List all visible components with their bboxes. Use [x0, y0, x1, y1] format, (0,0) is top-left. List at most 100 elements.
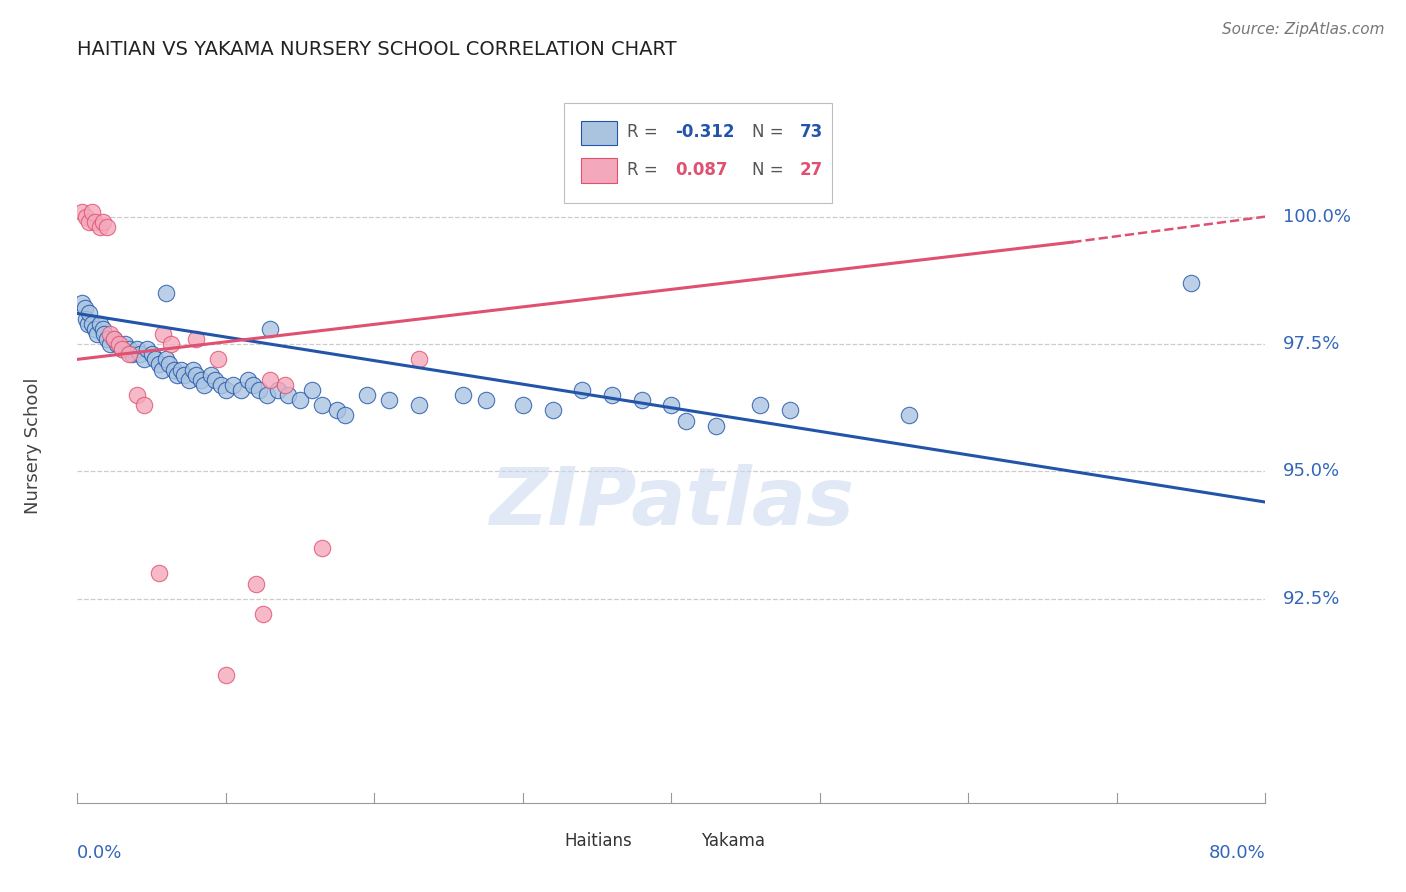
Point — [84, 322, 107, 336]
Text: Haitians: Haitians — [564, 831, 633, 849]
Point — [600, 388, 623, 402]
Point — [143, 352, 166, 367]
Point — [245, 576, 267, 591]
Point — [630, 393, 652, 408]
Point — [247, 383, 270, 397]
Text: 0.0%: 0.0% — [77, 844, 122, 862]
Point — [204, 373, 226, 387]
Text: 97.5%: 97.5% — [1284, 335, 1340, 353]
Point — [118, 347, 141, 361]
Text: Source: ZipAtlas.com: Source: ZipAtlas.com — [1222, 22, 1385, 37]
Point — [148, 566, 170, 581]
Point — [91, 215, 114, 229]
Point — [252, 607, 274, 622]
Point — [118, 342, 141, 356]
Point — [141, 347, 163, 361]
Point — [107, 337, 129, 351]
Point — [453, 388, 475, 402]
Text: -0.312: -0.312 — [675, 123, 734, 141]
Point — [77, 306, 100, 320]
Text: 27: 27 — [800, 161, 823, 178]
Point — [134, 398, 156, 412]
Point — [274, 377, 297, 392]
Point — [148, 358, 170, 372]
Text: 95.0%: 95.0% — [1284, 462, 1340, 481]
Point — [170, 362, 193, 376]
Point — [86, 326, 108, 341]
FancyBboxPatch shape — [581, 120, 617, 145]
Text: 0.087: 0.087 — [675, 161, 727, 178]
Point — [136, 342, 159, 356]
Point — [91, 322, 114, 336]
Point — [267, 383, 290, 397]
Point — [82, 317, 104, 331]
Point — [134, 352, 156, 367]
Point — [103, 332, 125, 346]
Point — [96, 332, 118, 346]
Point — [193, 377, 215, 392]
Point — [222, 377, 245, 392]
FancyBboxPatch shape — [581, 159, 617, 183]
Point — [512, 398, 534, 412]
Text: N =: N = — [752, 123, 789, 141]
Point — [215, 383, 238, 397]
Point — [200, 368, 222, 382]
Point — [173, 368, 195, 382]
Point — [675, 413, 697, 427]
Point — [408, 398, 430, 412]
Point — [108, 337, 131, 351]
Text: N =: N = — [752, 161, 789, 178]
Point — [166, 368, 188, 382]
Point — [378, 393, 401, 408]
Point — [356, 388, 378, 402]
Text: Yakama: Yakama — [702, 831, 765, 849]
FancyBboxPatch shape — [564, 103, 832, 203]
Point — [84, 215, 107, 229]
Point — [190, 373, 212, 387]
Point — [89, 219, 111, 234]
Point — [103, 332, 125, 346]
Point — [207, 352, 229, 367]
Point — [333, 409, 356, 423]
Point — [125, 388, 148, 402]
Text: HAITIAN VS YAKAMA NURSERY SCHOOL CORRELATION CHART: HAITIAN VS YAKAMA NURSERY SCHOOL CORRELA… — [77, 40, 676, 59]
Point — [661, 398, 683, 412]
Point — [82, 204, 104, 219]
Point — [408, 352, 430, 367]
Text: Nursery School: Nursery School — [24, 377, 42, 515]
Text: R =: R = — [627, 161, 664, 178]
Point — [242, 377, 264, 392]
Point — [209, 377, 232, 392]
Point — [259, 322, 281, 336]
Point — [181, 362, 204, 376]
Point — [288, 393, 311, 408]
Text: 100.0%: 100.0% — [1284, 208, 1351, 226]
Point — [111, 342, 134, 356]
Point — [98, 326, 121, 341]
Point — [236, 373, 259, 387]
Point — [160, 337, 183, 351]
Point — [779, 403, 801, 417]
Point — [128, 347, 150, 361]
Point — [155, 286, 177, 301]
Point — [96, 219, 118, 234]
Point — [301, 383, 323, 397]
Point — [229, 383, 252, 397]
Point — [155, 352, 177, 367]
Point — [163, 362, 186, 376]
Point — [76, 317, 98, 331]
Point — [70, 296, 93, 310]
Text: 80.0%: 80.0% — [1209, 844, 1265, 862]
Point — [77, 215, 100, 229]
Point — [474, 393, 496, 408]
Point — [1180, 276, 1202, 290]
Point — [125, 342, 148, 356]
Point — [75, 311, 97, 326]
FancyBboxPatch shape — [527, 830, 557, 850]
Point — [256, 388, 278, 402]
Point — [326, 403, 349, 417]
Text: R =: R = — [627, 123, 664, 141]
Point — [259, 373, 281, 387]
Point — [186, 368, 208, 382]
Point — [898, 409, 921, 423]
